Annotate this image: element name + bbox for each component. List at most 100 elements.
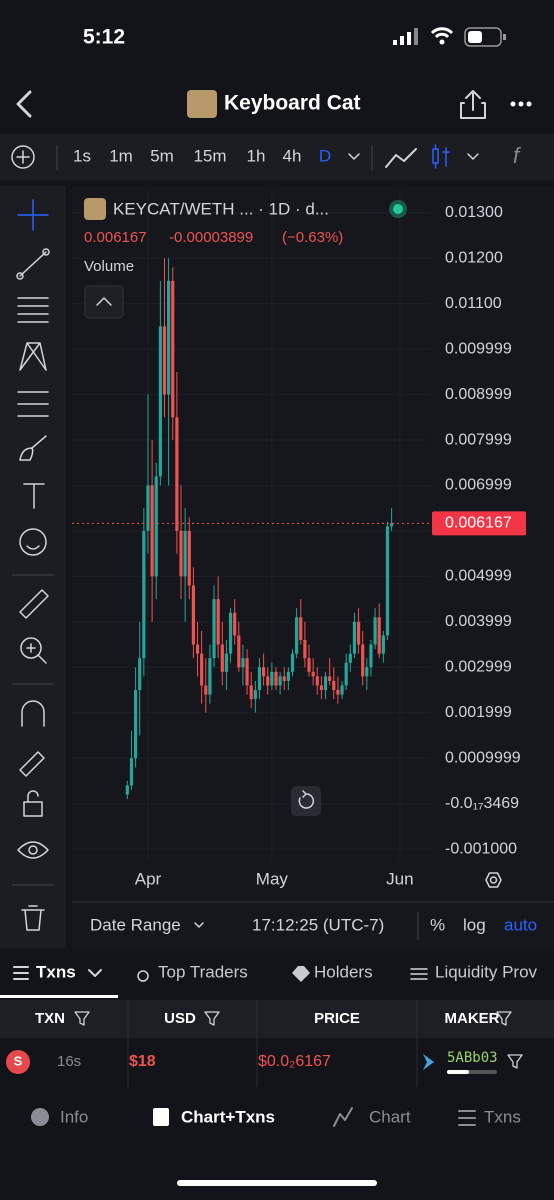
date-range[interactable]: Date Range bbox=[90, 915, 181, 934]
line-chart-button[interactable] bbox=[385, 148, 417, 168]
interval-dropdown[interactable] bbox=[348, 153, 360, 160]
candle-body bbox=[204, 685, 208, 695]
candle-body bbox=[237, 635, 241, 668]
candle-body bbox=[282, 676, 286, 681]
candle-body bbox=[303, 640, 307, 659]
share-button[interactable] bbox=[460, 90, 486, 119]
candle-body bbox=[162, 326, 167, 395]
candle-chart-button[interactable] bbox=[432, 144, 450, 169]
candle-body bbox=[323, 676, 328, 690]
symbol-icon bbox=[84, 198, 106, 220]
tab-icon bbox=[292, 966, 310, 982]
filter-icon[interactable] bbox=[507, 1054, 523, 1069]
nav-item[interactable]: Info bbox=[60, 1107, 88, 1126]
candle-body bbox=[381, 635, 385, 654]
candle-body bbox=[187, 530, 191, 586]
interval-button[interactable]: 15m bbox=[193, 146, 226, 165]
filter-icon[interactable] bbox=[496, 1011, 512, 1026]
toolbar bbox=[0, 134, 554, 180]
candle-body bbox=[175, 417, 179, 531]
y-tick-label: 0.01200 bbox=[445, 249, 503, 266]
add-indicator[interactable] bbox=[11, 145, 35, 169]
tab[interactable]: Top Traders bbox=[158, 962, 248, 981]
log-toggle[interactable]: log bbox=[463, 915, 486, 934]
candle-body bbox=[146, 485, 150, 531]
y-tick-label: 0.001999 bbox=[445, 704, 512, 721]
interval-button[interactable]: D bbox=[319, 146, 331, 165]
column-header: USD bbox=[164, 1010, 196, 1027]
candle-body bbox=[286, 671, 290, 681]
candle-body bbox=[311, 671, 315, 677]
maker-icon bbox=[423, 1054, 434, 1070]
nav-icon bbox=[31, 1108, 49, 1126]
drawing-toolbar bbox=[0, 186, 66, 948]
interval-button[interactable]: 1h bbox=[247, 146, 266, 165]
candle-body bbox=[167, 280, 171, 395]
more-button[interactable] bbox=[510, 101, 532, 107]
last-price: 0.006167 bbox=[84, 229, 147, 246]
last-price-label: 0.006167 bbox=[445, 515, 512, 532]
tab[interactable]: Liquidity Prov bbox=[435, 962, 538, 981]
candle-body bbox=[278, 676, 282, 686]
candle-body bbox=[373, 617, 377, 645]
y-tick-label: -0.0₁₇3469 bbox=[445, 795, 519, 812]
candle-body bbox=[361, 644, 365, 677]
tab[interactable]: Txns bbox=[36, 962, 76, 981]
tab-dropdown[interactable] bbox=[88, 969, 102, 977]
interval-button[interactable]: 5m bbox=[150, 146, 174, 165]
interval-button[interactable]: 4h bbox=[283, 146, 302, 165]
candle-body bbox=[208, 658, 212, 695]
price-change-percent: (−0.63%) bbox=[282, 229, 343, 246]
back-button[interactable] bbox=[16, 90, 32, 118]
auto-toggle[interactable]: auto bbox=[504, 915, 537, 934]
y-tick-label: 0.002999 bbox=[445, 659, 512, 676]
usd: $18 bbox=[129, 1053, 156, 1070]
y-tick-label: 0.006999 bbox=[445, 477, 512, 494]
candle-body bbox=[328, 676, 332, 681]
candle-body bbox=[249, 685, 253, 700]
maker-bar-fill bbox=[447, 1070, 469, 1074]
nav-item[interactable]: Chart bbox=[369, 1107, 411, 1126]
candle-body bbox=[158, 326, 162, 477]
status-dot bbox=[393, 204, 403, 214]
candle-body bbox=[150, 485, 154, 577]
collapse-button[interactable] bbox=[84, 285, 124, 319]
status-icons bbox=[393, 27, 506, 47]
candle-body bbox=[233, 612, 237, 636]
symbol-label: KEYCAT/WETH ... · 1D · d... bbox=[113, 199, 329, 218]
nav-icon bbox=[153, 1108, 169, 1126]
table-header bbox=[0, 1000, 554, 1038]
interval-button[interactable]: 1m bbox=[109, 146, 133, 165]
interval-button[interactable]: 1s bbox=[73, 146, 91, 165]
reset-button[interactable] bbox=[291, 786, 321, 816]
candle-body bbox=[352, 621, 357, 654]
candle-body bbox=[183, 530, 187, 577]
candle-body bbox=[191, 585, 195, 645]
y-tick-label: 0.009999 bbox=[445, 340, 512, 357]
nav-item[interactable]: Txns bbox=[484, 1107, 521, 1126]
filter-icon[interactable] bbox=[204, 1011, 220, 1026]
nav-item[interactable]: Chart+Txns bbox=[181, 1107, 275, 1126]
timezone[interactable]: 17:12:25 (UTC-7) bbox=[252, 915, 384, 934]
last-price-box bbox=[432, 511, 526, 536]
tab[interactable]: Holders bbox=[314, 962, 373, 981]
percent-toggle[interactable]: % bbox=[430, 915, 445, 934]
candle-body bbox=[179, 530, 183, 577]
y-tick-label: -0.001000 bbox=[445, 840, 517, 857]
column-header: PRICE bbox=[314, 1010, 360, 1027]
y-tick-label: 0.008999 bbox=[445, 386, 512, 403]
candle-body bbox=[377, 617, 381, 654]
candle-body bbox=[241, 658, 245, 668]
settings-button[interactable] bbox=[485, 872, 502, 888]
chart-type-dropdown[interactable] bbox=[467, 153, 479, 160]
home-indicator bbox=[177, 1180, 377, 1186]
column-header: MAKER bbox=[445, 1010, 500, 1027]
x-tick-label: May bbox=[256, 869, 289, 888]
formula-button[interactable]: f bbox=[513, 143, 522, 168]
candle-body bbox=[274, 671, 278, 686]
filter-icon[interactable] bbox=[74, 1011, 90, 1026]
date-range-dropdown[interactable] bbox=[194, 922, 204, 928]
drawing-tools bbox=[12, 199, 54, 931]
status-time: 5:12 bbox=[83, 26, 125, 49]
candle-body bbox=[245, 658, 249, 686]
